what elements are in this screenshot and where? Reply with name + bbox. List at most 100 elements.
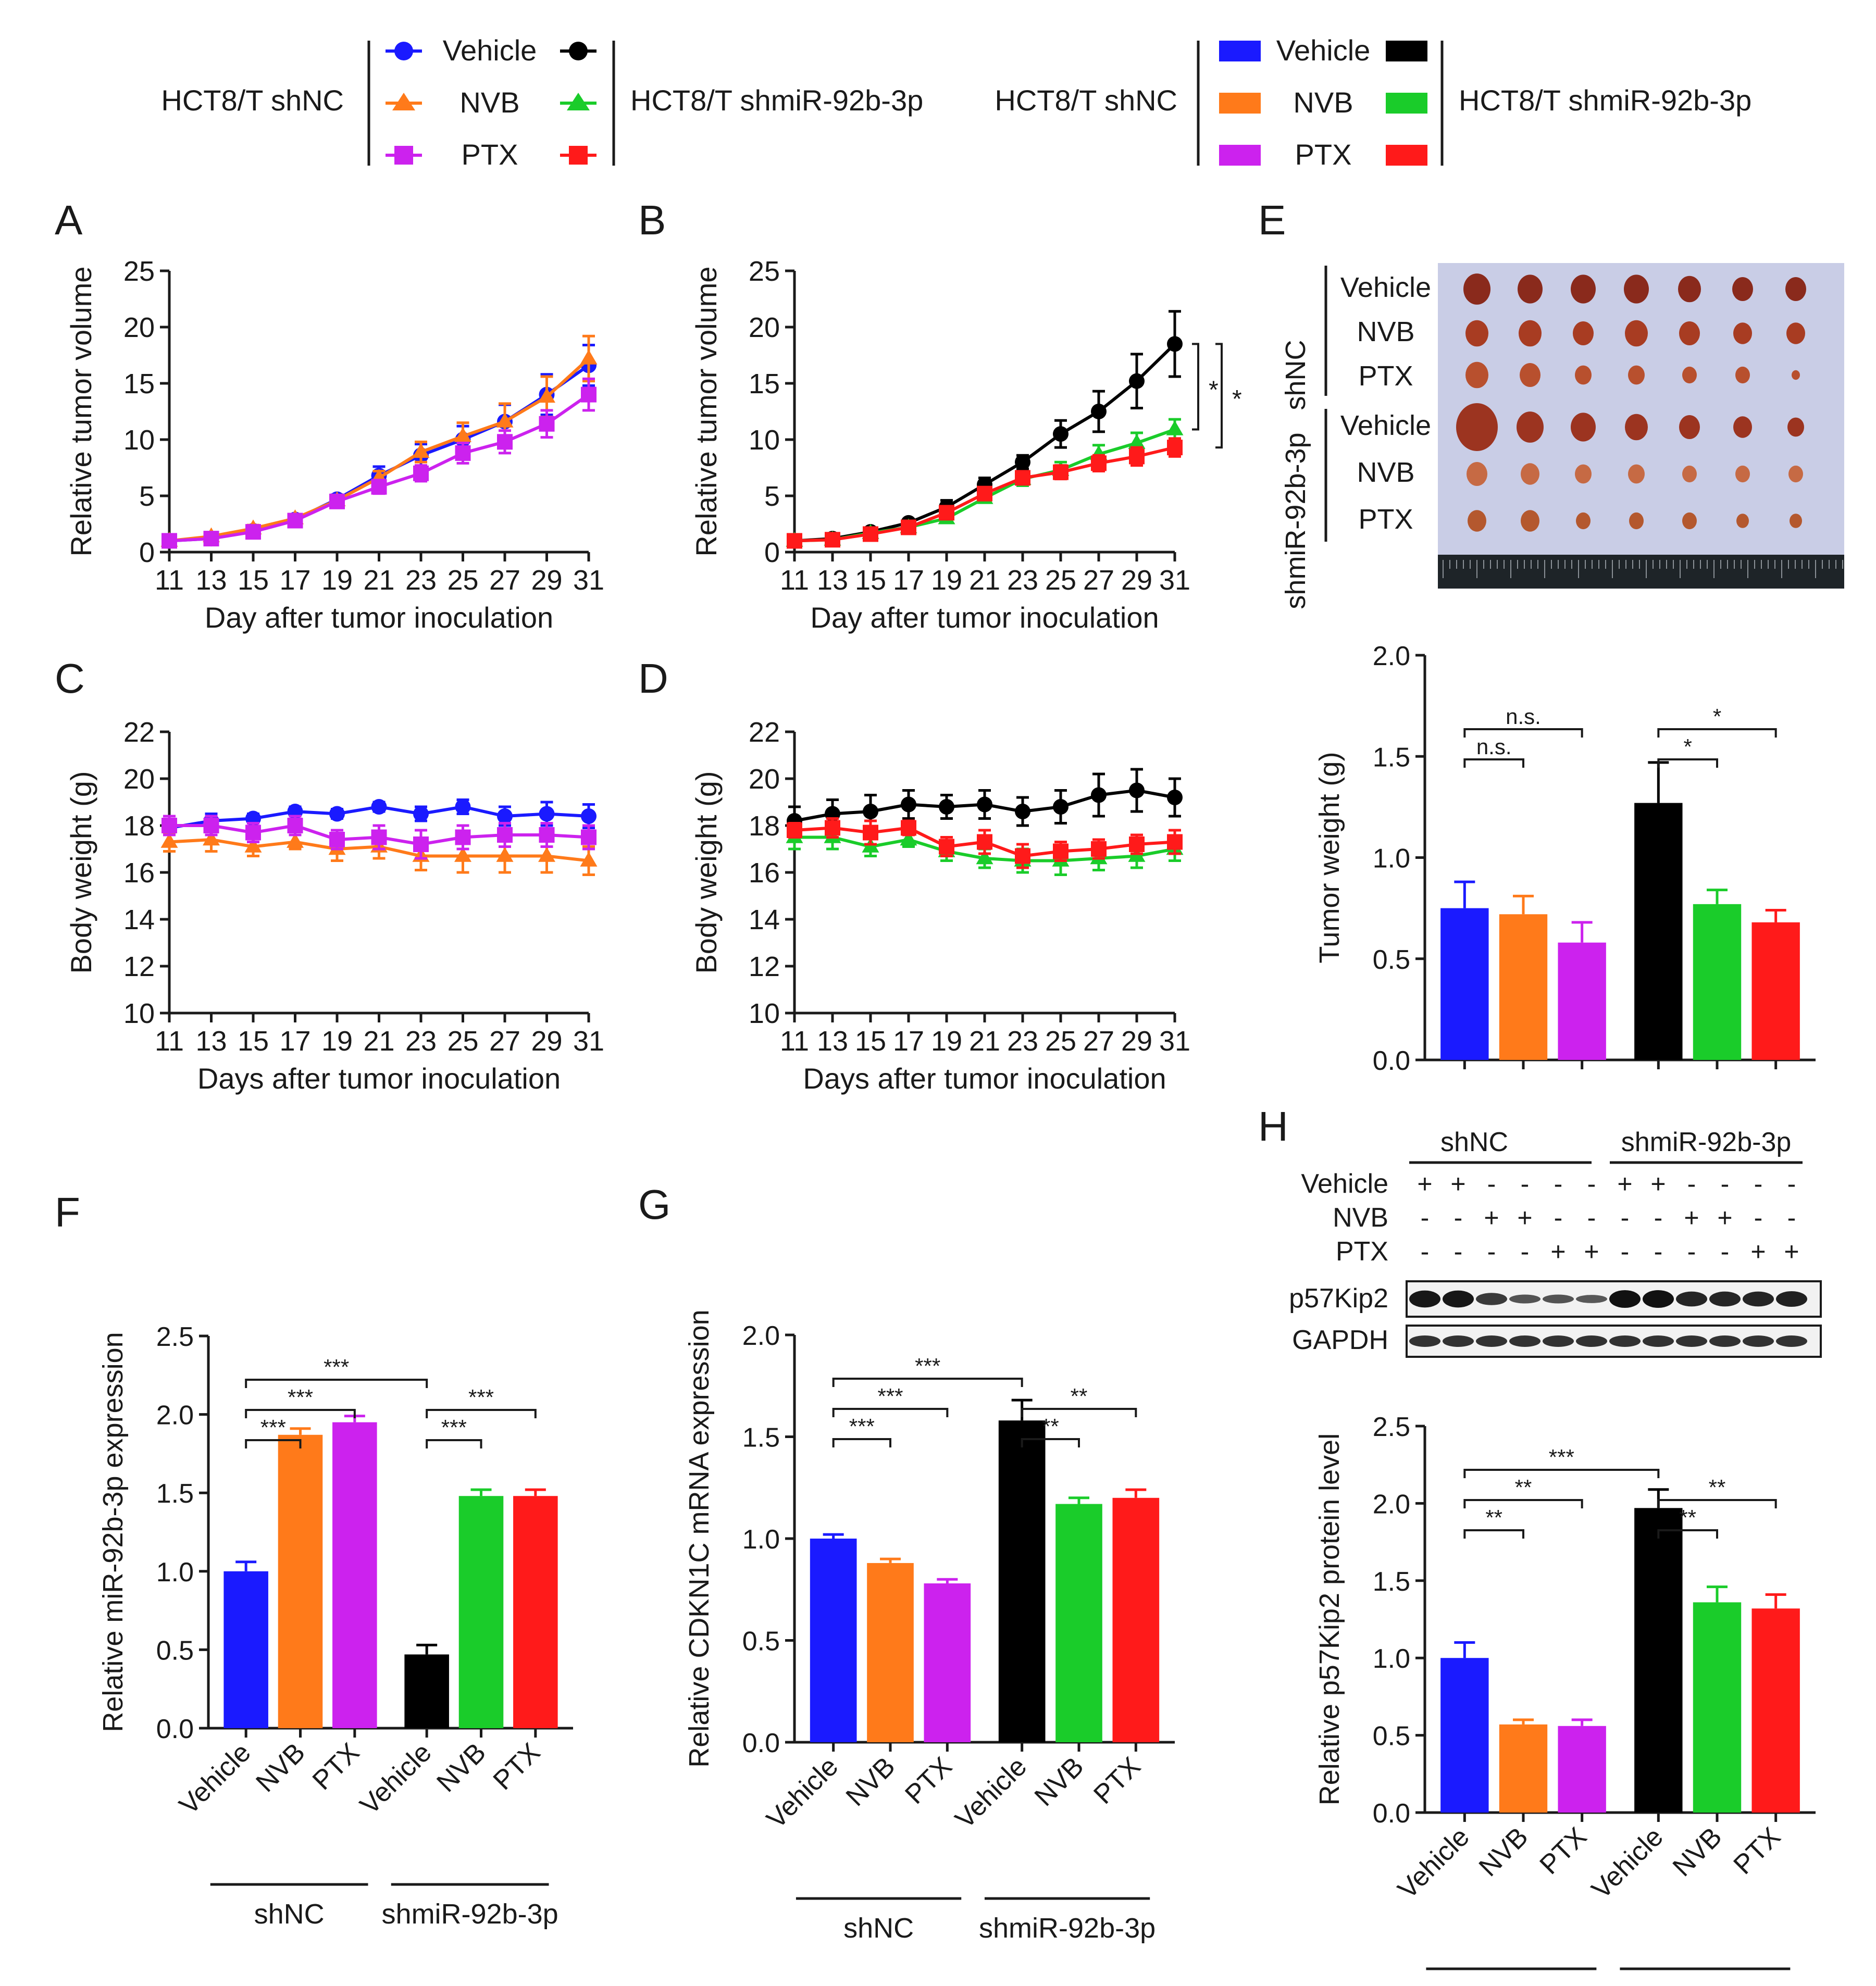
x-tick-label: 19	[931, 565, 962, 596]
x-tick-label: 31	[1159, 1026, 1190, 1057]
y-axis-label: Relative CDKN1C mRNA expression	[684, 1309, 715, 1767]
significance-label: ***	[468, 1385, 494, 1409]
data-point	[1128, 434, 1146, 449]
tumor-specimen	[1792, 370, 1800, 380]
data-point	[976, 849, 993, 865]
panel-letter-C: C	[55, 655, 85, 702]
band-gapdh	[1509, 1335, 1540, 1347]
bar-vehicle-shnc	[1440, 1658, 1489, 1813]
tumor-specimen	[1520, 363, 1540, 387]
x-tick-label: 21	[363, 1026, 394, 1057]
error-bar	[1707, 889, 1728, 904]
data-point	[977, 834, 992, 850]
legend-swatch-sh92-ptx	[1386, 145, 1427, 166]
error-bar	[1571, 921, 1593, 943]
data-point	[580, 852, 598, 867]
blot-sign: +	[1617, 1169, 1632, 1198]
data-point	[496, 413, 514, 428]
data-point	[1129, 836, 1145, 852]
tumor-specimen	[1465, 361, 1488, 389]
blot-sign: -	[1721, 1237, 1730, 1266]
data-point	[454, 427, 471, 442]
tumor-specimen	[1788, 465, 1803, 483]
significance-bracket	[1021, 1438, 1080, 1447]
band-gapdh	[1676, 1335, 1707, 1347]
photo-row-label: PTX	[1358, 360, 1413, 392]
x-tick-label: Vehicle	[761, 1751, 844, 1834]
blot-row-label-nvb: NVB	[1333, 1203, 1388, 1233]
significance-label: **	[1679, 1505, 1696, 1530]
data-point	[161, 533, 177, 549]
band-p57kip2	[1509, 1294, 1540, 1304]
tumor-specimen	[1682, 465, 1697, 483]
legend-lines-right-keys	[560, 42, 597, 165]
y-tick-label: 2.0	[742, 1321, 780, 1351]
blot-sign: -	[1454, 1203, 1463, 1232]
data-point	[1129, 782, 1145, 798]
tumor-specimen	[1628, 365, 1645, 385]
y-tick-label: 10	[123, 424, 155, 456]
blot-label-p57kip2: p57Kip2	[1289, 1283, 1388, 1314]
tumor-specimen	[1786, 322, 1805, 344]
data-point	[539, 827, 555, 843]
data-point	[1091, 841, 1107, 857]
x-tick-label: 21	[969, 1026, 1000, 1057]
y-tick-label: 20	[749, 312, 780, 343]
x-tick-label: 31	[573, 565, 604, 596]
data-point	[455, 799, 471, 815]
error-bar	[1513, 1718, 1534, 1725]
y-tick-label: 18	[123, 810, 155, 842]
data-point	[1015, 848, 1030, 864]
blot-group-shmir: shmiR-92b-3p	[1621, 1127, 1792, 1157]
tumor-specimen	[1787, 417, 1804, 437]
legend-lines-right-label: HCT8/T shmiR-92b-3p	[630, 84, 923, 117]
data-point	[1015, 470, 1030, 486]
y-tick-label: 10	[749, 998, 780, 1029]
y-axis-label: Relative tumor volume	[690, 266, 723, 556]
data-point	[160, 833, 178, 848]
error-bar	[937, 1578, 958, 1584]
panel-letter-E: E	[1258, 197, 1286, 243]
data-point	[203, 818, 219, 833]
significance-bracket	[832, 1438, 891, 1447]
band-p57kip2	[1409, 1290, 1440, 1308]
x-tick-label: 11	[155, 1026, 184, 1057]
blot-sign: +	[1750, 1237, 1766, 1266]
significance-label: **	[1071, 1384, 1088, 1408]
blot-sign: +	[1550, 1237, 1566, 1266]
tumor-specimen	[1735, 366, 1750, 384]
significance-bracket	[1463, 1499, 1583, 1508]
x-axis-label: Day after tumor inoculation	[205, 601, 553, 634]
bar-nvb-shnc	[278, 1434, 323, 1728]
y-tick-label: 0.0	[742, 1728, 780, 1758]
bar-nvb-shmir	[1055, 1504, 1102, 1742]
y-tick-label: 1.0	[1373, 1644, 1410, 1674]
bar-ptx-shnc	[332, 1422, 377, 1728]
western-blot-panel: shNC shmiR-92b-3p Vehicle NVB PTX + + - - - -…	[1289, 1127, 1822, 1358]
data-point	[1166, 420, 1184, 435]
data-point	[1053, 464, 1069, 480]
blot-sign: +	[1784, 1237, 1799, 1266]
tumor-specimen	[1625, 320, 1648, 347]
x-tick-label: 25	[1045, 565, 1076, 596]
y-tick-label: 5	[764, 481, 780, 512]
band-p57kip2	[1609, 1290, 1641, 1308]
legend-square-marker	[569, 146, 588, 165]
chart-h-p57kip2-protein: 0.0 0.5 1.0 1.5 2.0 2.5 Relative p57Kip2 prote…	[1314, 1412, 1816, 1986]
significance-star: *	[1209, 376, 1219, 404]
data-point	[977, 485, 992, 502]
significance-label: ***	[288, 1385, 313, 1409]
data-point	[287, 818, 303, 833]
data-point	[371, 479, 387, 495]
bar-nvb-shmir	[1693, 1602, 1742, 1813]
data-point	[977, 796, 992, 813]
y-tick-label: 12	[749, 951, 780, 982]
series-vehicle	[787, 768, 1183, 836]
error-bar	[1125, 1488, 1147, 1498]
error-bar	[290, 1427, 311, 1435]
data-point	[497, 808, 513, 824]
x-tick-label: Vehicle	[1586, 1821, 1669, 1905]
y-tick-label: 2.5	[1373, 1412, 1410, 1442]
x-tick-label: PTX	[488, 1737, 546, 1796]
